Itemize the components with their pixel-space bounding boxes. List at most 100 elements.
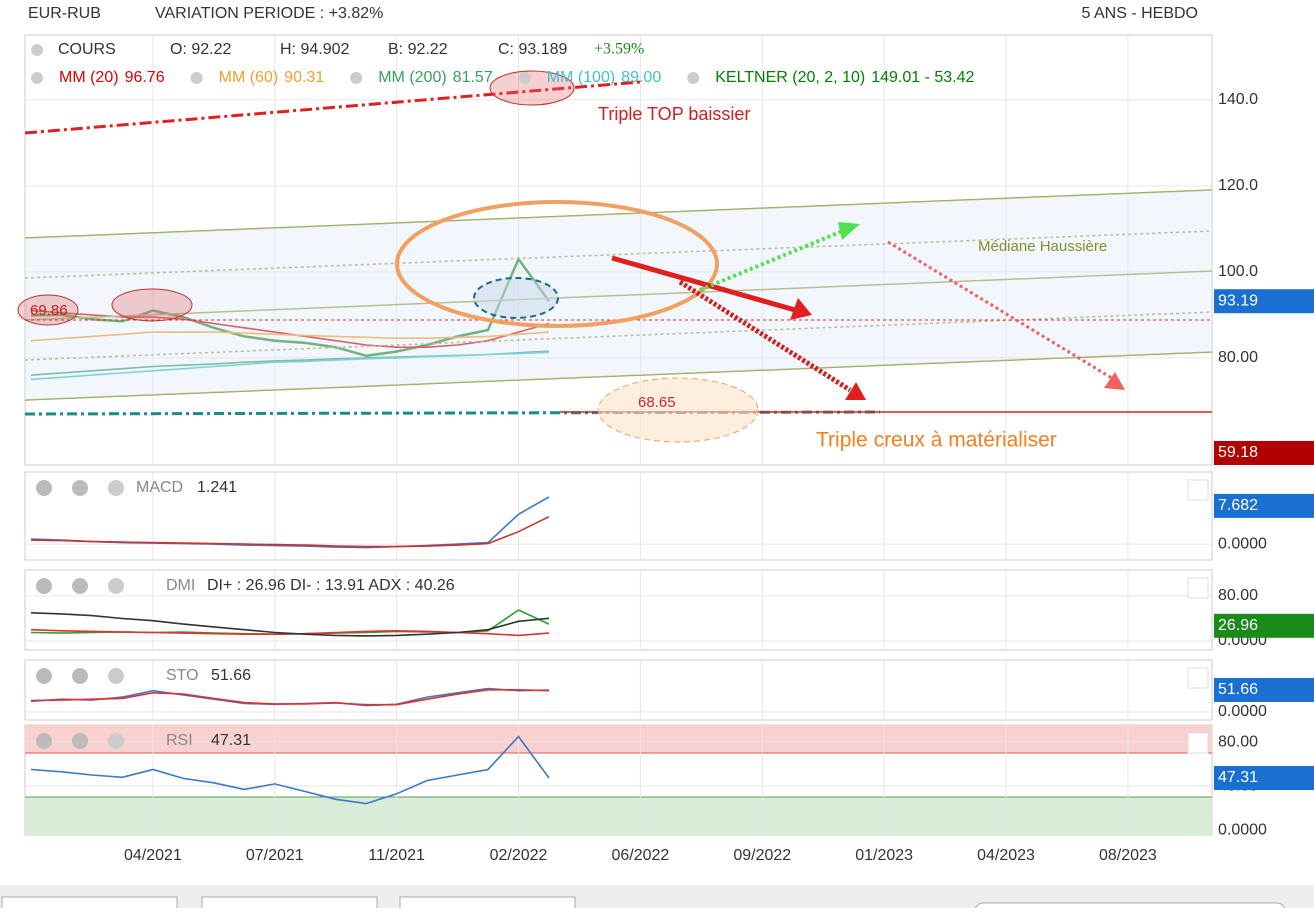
zone	[25, 797, 1212, 835]
button[interactable]	[399, 896, 576, 913]
button[interactable]	[1, 896, 178, 913]
legend-label: KELTNER (20, 2, 10)	[715, 69, 865, 86]
series-line	[30, 331, 550, 342]
gear-icon[interactable]	[31, 44, 43, 56]
panel-icon[interactable]	[108, 578, 124, 594]
badge-label: 51.66	[1218, 681, 1258, 698]
variation: VARIATION PERIODE : +3.82%	[155, 5, 383, 22]
panel-icon[interactable]	[108, 480, 124, 496]
y-tick-label: 0.0000	[1218, 821, 1267, 838]
symbol: EUR-RUB	[28, 5, 101, 22]
quote: C: 93.189	[498, 41, 567, 58]
badge-label: 93.19	[1218, 292, 1258, 309]
annotations: Triple TOP baissier Médiane Haussière 68…	[17, 70, 1213, 452]
legend-label: MM (60)	[219, 69, 279, 86]
series-line	[30, 515, 550, 548]
support-line	[24, 410, 881, 416]
x-tick-label: 07/2021	[246, 847, 304, 864]
x-tick-label: 04/2021	[124, 847, 182, 864]
price-badge	[1214, 440, 1314, 465]
x-tick-label: 02/2022	[490, 847, 548, 864]
x-tick-label: 08/2023	[1099, 847, 1157, 864]
panel-icon[interactable]	[108, 733, 124, 749]
badge-label: 26.96	[1218, 617, 1258, 634]
panels: 80.00 100.0 120.0 140.0 93.19 59.18 0.0000 7.68…	[24, 34, 1314, 864]
annotation: Triple creux à matérialiser	[816, 429, 1057, 452]
x-tick-label: 09/2022	[733, 847, 791, 864]
arrow	[887, 240, 1116, 382]
panel-icon[interactable]	[72, 578, 88, 594]
channel-line	[24, 189, 1213, 239]
panel-icon[interactable]	[36, 480, 52, 496]
y-tick-label: 80.00	[1218, 587, 1258, 604]
arrow-head	[845, 382, 866, 400]
quote: O: 92.22	[170, 41, 231, 58]
gear-icon[interactable]	[190, 72, 203, 84]
panel-value: 1.241	[197, 479, 237, 496]
panel-checkbox[interactable]	[1187, 577, 1209, 599]
top-ellipse	[111, 288, 193, 322]
annotation: Triple TOP baissier	[598, 104, 750, 124]
channel-fill	[25, 190, 1212, 400]
y-tick-label: 120.0	[1218, 177, 1258, 194]
panel-value: 51.66	[211, 667, 251, 684]
main-legend: COURS O: 92.22 H: 94.902 B: 92.22 C: 93.…	[31, 41, 644, 58]
panel-icon[interactable]	[72, 480, 88, 496]
price-badge	[1214, 289, 1314, 314]
series-line	[30, 256, 551, 358]
panel-name: RSI	[166, 732, 193, 749]
button[interactable]	[201, 896, 378, 913]
panel-icon[interactable]	[108, 668, 124, 684]
y-tick-label: 0.0000	[1218, 703, 1267, 720]
quote: B: 92.22	[388, 41, 448, 58]
legend-label: MM (20)	[59, 69, 119, 86]
annotation: Médiane Haussière	[978, 238, 1107, 255]
panel-checkbox[interactable]	[1187, 667, 1209, 689]
price-badge	[1214, 766, 1314, 791]
panel-icon[interactable]	[72, 733, 88, 749]
y-tick-label: 80.00	[1218, 733, 1258, 750]
indicator-legend: MM (20) 96.76 MM (60) 90.31 MM (200) 81.57 MM …	[31, 69, 975, 86]
series-line	[30, 612, 550, 637]
gear-icon[interactable]	[350, 72, 363, 84]
y-tick-label: 140.0	[1218, 91, 1258, 108]
y-tick-label: 100.0	[1218, 263, 1258, 280]
search-box[interactable]	[974, 902, 1286, 913]
panel-name: MACD	[136, 479, 183, 496]
x-tick-label: 11/2021	[368, 847, 425, 864]
gear-icon[interactable]	[687, 72, 700, 84]
arrow-head	[1104, 372, 1125, 390]
annotation: 69.86	[30, 302, 68, 319]
gear-icon[interactable]	[518, 72, 531, 84]
panel-icon[interactable]	[36, 578, 52, 594]
panel-frame	[24, 471, 1213, 561]
x-tick-label: 01/2023	[855, 847, 913, 864]
top-ellipse	[489, 70, 575, 106]
panel-frame	[24, 659, 1213, 721]
legend-value: 89.00	[621, 69, 661, 86]
resistance-line	[24, 80, 641, 135]
zone	[25, 725, 1212, 754]
quote: H: 94.902	[280, 41, 349, 58]
price-badge	[1214, 493, 1314, 518]
panel-name: STO	[166, 667, 199, 684]
y-tick-label: 80.00	[1218, 349, 1258, 366]
channel-line	[24, 351, 1213, 401]
legend-value: 90.31	[284, 69, 324, 86]
price-badge	[1214, 613, 1314, 638]
price-badge	[1214, 677, 1314, 702]
series-line	[30, 689, 550, 706]
channel-line	[24, 270, 1213, 321]
x-tick-label: 06/2022	[611, 847, 669, 864]
legend-label: COURS	[58, 41, 116, 58]
panel-icon[interactable]	[36, 668, 52, 684]
gear-icon[interactable]	[31, 72, 43, 84]
panel-checkbox[interactable]	[1187, 479, 1209, 501]
panel-checkbox[interactable]	[1187, 732, 1209, 754]
panel-icon[interactable]	[36, 733, 52, 749]
target-ellipse	[597, 377, 759, 443]
arrow-head	[790, 298, 812, 320]
panel-icon[interactable]	[72, 668, 88, 684]
y-tick-label: 0.0000	[1218, 535, 1267, 552]
